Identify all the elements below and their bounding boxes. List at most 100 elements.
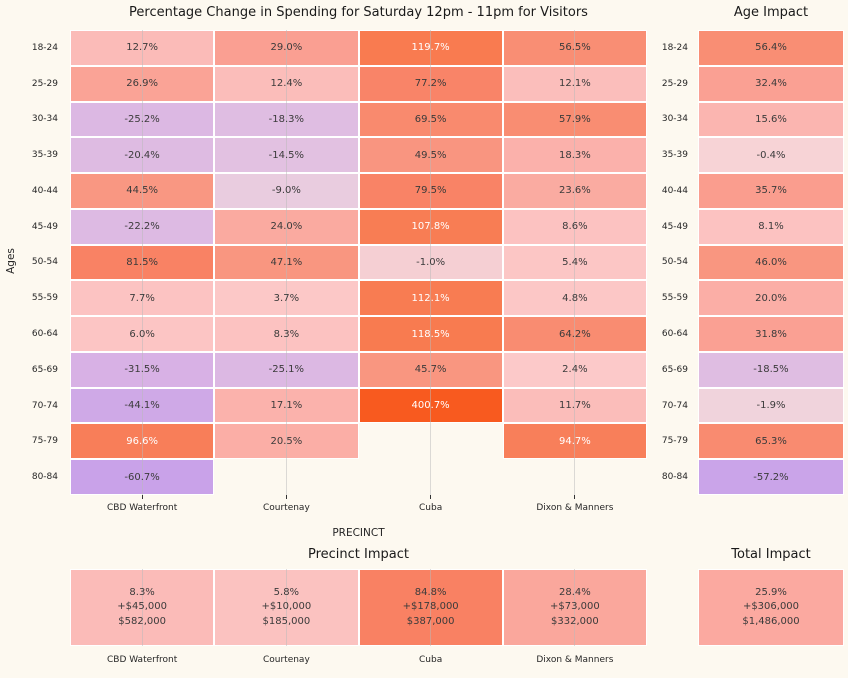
impact-pct: 8.3%: [129, 586, 155, 598]
age-row-label: 60-64: [31, 329, 58, 340]
cell-value: -20.4%: [124, 149, 160, 161]
column-gridline: [141, 30, 143, 495]
precinct-tick-label: Cuba: [419, 655, 443, 665]
cell-value: 112.1%: [411, 292, 450, 304]
age-impact-heatmap: 56.4% 32.4% 15.6% -0.4% 35.7% 8.1% 46.0% 20.0% 3…: [698, 30, 844, 495]
age-impact-cell: 8.1%: [698, 208, 844, 245]
cell-value: 118.5%: [411, 328, 450, 340]
cell-value: 2.4%: [562, 364, 588, 376]
cell-value: 77.2%: [414, 78, 447, 90]
cell-value: 400.7%: [411, 400, 450, 412]
total-impact-title: Total Impact: [731, 547, 811, 562]
precinct-tick-label: Dixon & Manners: [536, 655, 614, 665]
age-impact-row-label: 60-64: [661, 329, 688, 340]
main-chart-title: Percentage Change in Spending for Saturd…: [129, 5, 588, 20]
cell-value: 81.5%: [126, 256, 159, 268]
cell-value: 47.1%: [270, 256, 303, 268]
age-impact-cell: -0.4%: [698, 137, 844, 174]
impact-pct: 84.8%: [414, 586, 447, 598]
cell-value: -22.2%: [124, 221, 160, 233]
age-impact-cell: -18.5%: [698, 351, 844, 388]
age-impact-title: Age Impact: [733, 5, 809, 20]
cell-value: 57.9%: [558, 113, 591, 125]
precinct-tick-label: Cuba: [419, 503, 443, 513]
cell-value: 6.0%: [129, 328, 155, 340]
cell-value: 26.9%: [126, 78, 159, 90]
cell-value: 35.7%: [755, 185, 787, 197]
cell-value: 96.6%: [126, 435, 159, 447]
impact-cell-values: 28.4% +$73,000 $332,000: [550, 586, 600, 630]
impact-cell-values: 8.3% +$45,000 $582,000: [117, 586, 167, 630]
cell-value: 49.5%: [414, 149, 447, 161]
cell-value: 119.7%: [411, 42, 450, 54]
x-tickmark: [430, 495, 432, 499]
cell-value: 44.5%: [126, 185, 159, 197]
cell-value: 56.4%: [755, 42, 787, 54]
cell-value: 7.7%: [129, 292, 155, 304]
x-tickmark: [574, 495, 576, 499]
cell-value: 5.4%: [562, 256, 588, 268]
cell-value: 45.7%: [414, 364, 447, 376]
precinct-tick-label: Courtenay: [262, 655, 310, 665]
cell-value: -44.1%: [124, 400, 160, 412]
age-impact-row-label: 30-34: [661, 114, 688, 125]
age-row-label: 50-54: [31, 257, 58, 268]
age-impact-row-label: 70-74: [661, 400, 688, 411]
column-gridline: [430, 569, 432, 646]
column-gridline: [285, 30, 287, 495]
cell-value: 17.1%: [270, 400, 303, 412]
cell-value: 107.8%: [411, 221, 450, 233]
cell-value: -1.0%: [416, 256, 446, 268]
x-axis-label: PRECINCT: [332, 527, 385, 539]
impact-pct: 5.8%: [273, 586, 300, 598]
age-row-label: 30-34: [31, 114, 58, 125]
impact-pct: 25.9%: [755, 586, 787, 598]
cell-value: -31.5%: [124, 364, 160, 376]
age-row-label: 25-29: [31, 78, 58, 89]
cell-value: 65.3%: [755, 435, 787, 447]
cell-value: 11.7%: [558, 400, 591, 412]
cell-value: 4.8%: [562, 292, 588, 304]
cell-value: 15.6%: [755, 113, 787, 125]
impact-change: +$306,000: [742, 601, 800, 613]
impact-change: +$45,000: [117, 601, 167, 613]
impact-cell-values: 84.8% +$178,000 $387,000: [403, 586, 459, 630]
cell-value: -60.7%: [124, 471, 160, 483]
impact-cell-values: 5.8% +$10,000 $185,000: [262, 586, 312, 630]
cell-value: 20.0%: [755, 292, 787, 304]
impact-total: $332,000: [551, 615, 599, 627]
column-gridline: [430, 30, 432, 495]
cell-value: 46.0%: [755, 256, 787, 268]
cell-value: 8.3%: [273, 328, 300, 340]
cell-value: -0.4%: [756, 149, 786, 161]
column-gridline: [574, 569, 576, 646]
cell-value: -1.9%: [756, 400, 786, 412]
cell-value: -25.2%: [124, 113, 160, 125]
age-impact-cell: 15.6%: [698, 101, 844, 138]
age-impact-row-label: 65-69: [661, 364, 688, 375]
cell-value: 12.4%: [270, 78, 303, 90]
age-row-label: 70-74: [31, 400, 58, 411]
precinct-tick-label: CBD Waterfront: [106, 503, 178, 513]
cell-value: -9.0%: [271, 185, 301, 197]
age-row-label: 18-24: [31, 42, 58, 53]
cell-value: 8.1%: [758, 221, 784, 233]
cell-value: 8.6%: [562, 221, 588, 233]
age-impact-row-label: 40-44: [661, 185, 688, 196]
cell-value: 32.4%: [755, 78, 787, 90]
age-impact-cell: -1.9%: [698, 387, 844, 424]
age-row-label: 65-69: [31, 364, 58, 375]
column-gridline: [574, 30, 576, 495]
cell-value: 12.7%: [126, 42, 159, 54]
total-impact-heatmap: 25.9% +$306,000 $1,486,000: [698, 569, 844, 646]
age-row-label: 40-44: [31, 185, 58, 196]
age-impact-axis-labels: 18-24 25-29 30-34 35-39 40-44 45-49 50-54 55-59…: [648, 30, 690, 495]
age-row-label: 45-49: [31, 221, 58, 232]
x-tickmark: [285, 495, 287, 499]
age-impact-row-label: 35-39: [661, 150, 688, 161]
cell-value: 64.2%: [558, 328, 591, 340]
age-impact-cell: 56.4%: [698, 30, 844, 66]
age-impact-cell: 31.8%: [698, 316, 844, 352]
age-impact-row-label: 75-79: [661, 436, 688, 447]
cell-value: 23.6%: [558, 185, 591, 197]
